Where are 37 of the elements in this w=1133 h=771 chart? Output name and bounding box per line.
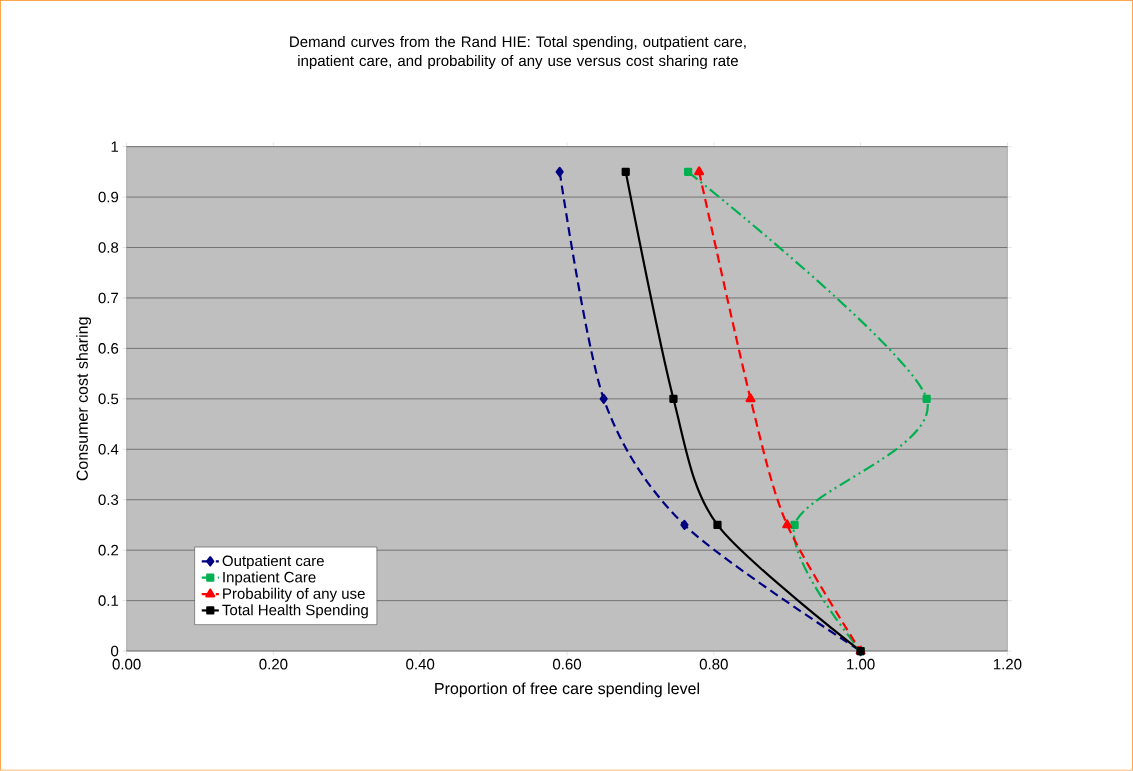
point [922,394,931,404]
y-tick-label: 0.9 [98,191,119,203]
legend-label: Outpatient care [222,555,324,570]
point [599,393,608,405]
x-tick-label: 0.00 [112,659,141,670]
y-tick-label: 1 [111,141,119,152]
point [782,519,793,529]
x-axis-title: Proportion of free care spending level [435,682,699,698]
x-tick-label: 0.80 [699,659,728,670]
y-tick-label: 0.4 [98,444,119,455]
y-tick-label: 0.2 [98,545,119,556]
x-tick-label: 0.60 [552,659,582,670]
point [680,520,689,531]
y-tick-label: 0 [111,645,119,657]
point [621,167,630,177]
legend-label: Inpatient Care [223,571,316,586]
point [713,521,722,530]
point [669,394,678,404]
legend-label: Probability of any use [223,588,365,603]
y-tick-label: 0.7 [98,292,119,304]
point [790,521,799,530]
x-tick-label: 1.00 [847,659,875,670]
legend-label: Total Health Spending [222,604,368,619]
point [694,166,705,176]
y-axis-title: Consumer cost sharing [76,317,92,481]
y-tick-label: 0.8 [98,242,119,253]
y-tick-label: 0.1 [98,595,119,607]
y-tick-label: 0.5 [98,393,119,405]
point [555,166,564,178]
x-tick-label: 0.40 [406,659,435,670]
y-tick-label: 0.6 [98,343,119,354]
x-tick-label: 0.20 [259,659,288,670]
x-tick-label: 1.20 [993,659,1022,670]
point [684,167,693,177]
point [745,393,756,403]
chart-title: Demand curves from the Rand HIE: Total spending, outpatient care, inpatient care, and probability of any use versus cost sharing rate [290,36,746,70]
y-tick-label: 0.3 [98,494,119,506]
